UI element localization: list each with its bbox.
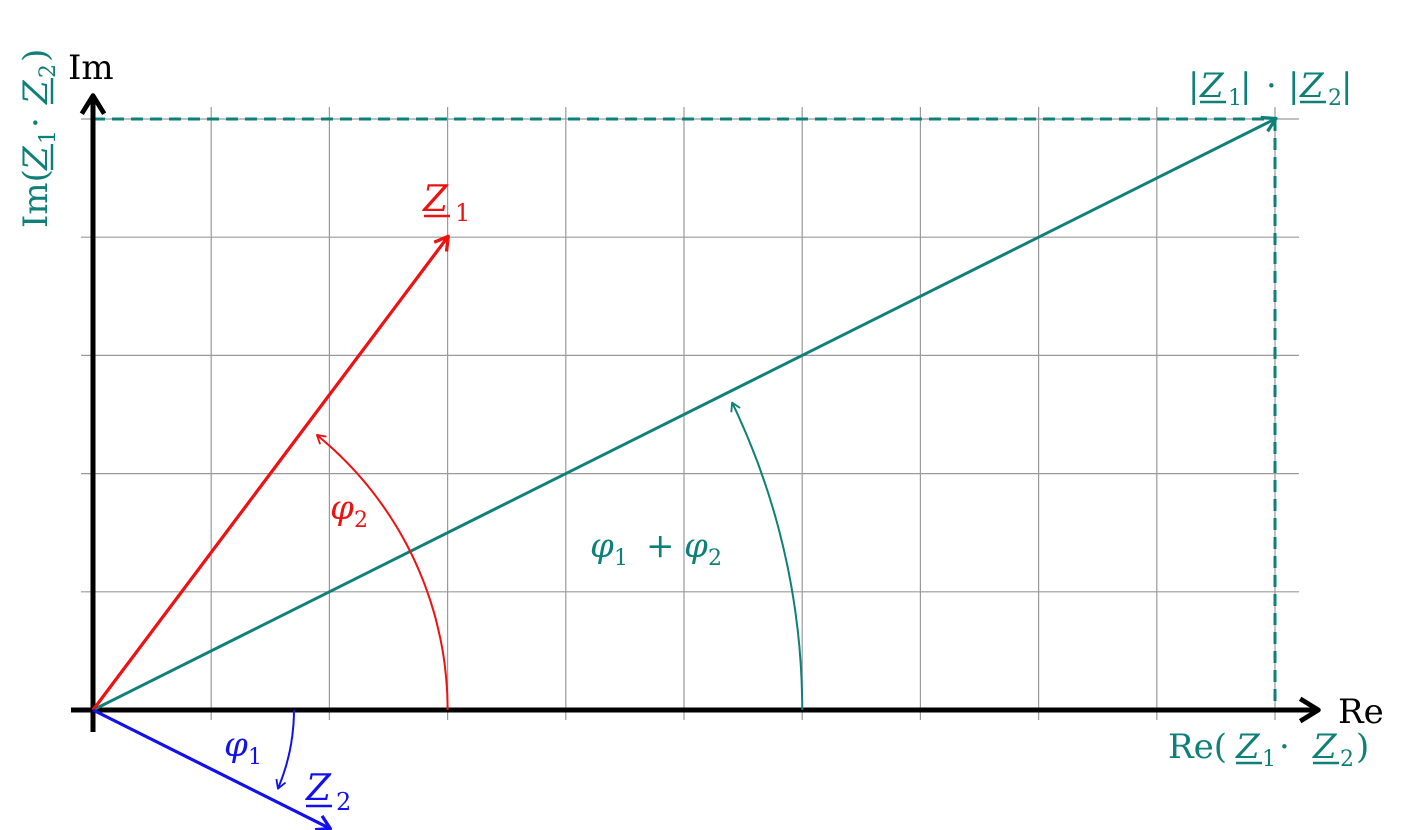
- svg-text:Z: Z: [305, 768, 332, 809]
- phi2-angle-arc: [315, 434, 449, 711]
- svg-text:1: 1: [1228, 86, 1242, 111]
- svg-text:Z: Z: [16, 79, 56, 105]
- svg-text:|: |: [1188, 66, 1199, 106]
- z2-label: Z 2: [305, 768, 351, 816]
- z1-vector: [91, 234, 450, 711]
- svg-text:1: 1: [36, 130, 61, 144]
- svg-text:·: ·: [1266, 66, 1277, 106]
- imag-product-label: Im( Z 1 · Z 2 ): [16, 49, 61, 228]
- svg-text:φ: φ: [590, 526, 614, 566]
- z1-label: Z 1: [422, 179, 470, 227]
- svg-text:Z: Z: [1235, 727, 1261, 767]
- svg-text:2: 2: [708, 546, 722, 571]
- svg-text:|: |: [1341, 66, 1352, 106]
- svg-text:Z: Z: [1199, 66, 1225, 106]
- svg-text:φ: φ: [684, 526, 708, 566]
- svg-text:1: 1: [614, 546, 628, 571]
- sum-angle-arc: [730, 401, 804, 710]
- sum-angle-label: φ 1 + φ 2: [590, 526, 722, 571]
- phi1-label: φ 1: [224, 725, 262, 770]
- z2-vector: [92, 708, 333, 830]
- svg-text:2: 2: [354, 508, 368, 533]
- x-axis-label: Re: [1338, 692, 1384, 732]
- svg-text:Z: Z: [1299, 66, 1325, 106]
- svg-text:φ: φ: [330, 488, 354, 528]
- svg-text:2: 2: [1328, 86, 1342, 111]
- svg-text:+: +: [646, 526, 675, 566]
- svg-text:Re(: Re(: [1168, 727, 1227, 767]
- svg-text:): ): [16, 49, 56, 62]
- svg-text:Z: Z: [422, 179, 449, 220]
- svg-text:Z: Z: [16, 145, 56, 171]
- svg-text:1: 1: [248, 745, 262, 770]
- svg-text:): ): [1356, 727, 1369, 767]
- svg-text:φ: φ: [224, 725, 248, 765]
- magnitude-product-label: | Z 1 | · | Z 2 |: [1188, 66, 1352, 111]
- svg-text:1: 1: [1262, 747, 1276, 772]
- y-axis-label: Im: [68, 48, 114, 88]
- phi2-label: φ 2: [330, 488, 368, 533]
- phi1-angle-arc: [275, 710, 295, 790]
- svg-text:2: 2: [1340, 747, 1354, 772]
- svg-text:|: |: [1288, 66, 1299, 106]
- svg-text:|: |: [1240, 66, 1251, 106]
- svg-text:2: 2: [36, 64, 61, 78]
- svg-text:Z: Z: [1312, 727, 1338, 767]
- svg-text:Im(: Im(: [16, 169, 56, 228]
- product-vector: [92, 115, 1278, 712]
- svg-text:1: 1: [455, 199, 470, 227]
- svg-text:·: ·: [1279, 727, 1290, 767]
- svg-text:·: ·: [16, 117, 56, 128]
- real-product-label: Re( Z 1 · Z 2 ): [1168, 727, 1369, 772]
- grid: [81, 107, 1299, 720]
- svg-text:2: 2: [336, 788, 351, 816]
